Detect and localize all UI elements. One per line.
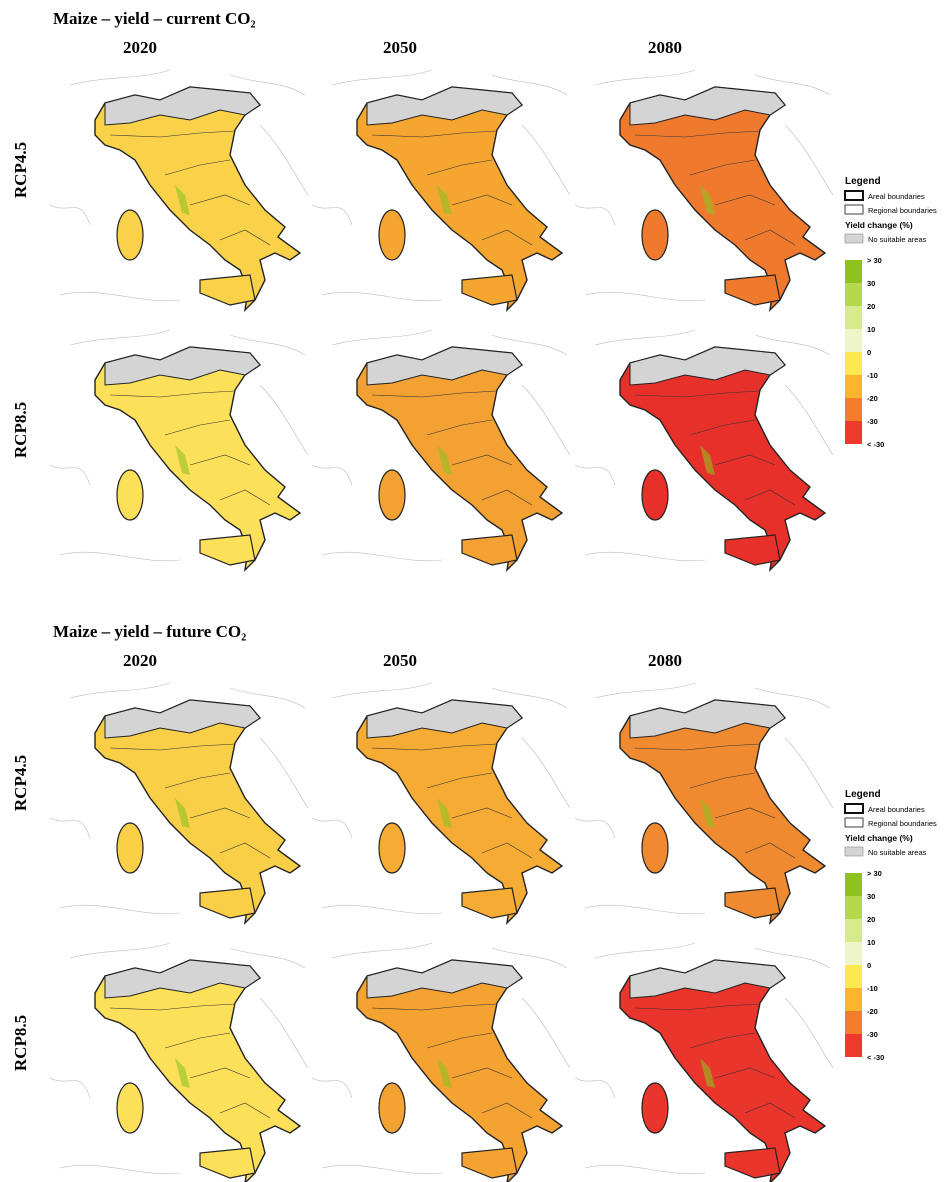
legend-swatch [844, 846, 864, 857]
legend-label: Areal boundaries [868, 805, 925, 814]
legend-scale-label: 0 [867, 961, 871, 970]
column-header: 2020 [123, 38, 157, 57]
legend-swatch [844, 204, 864, 215]
legend-scale-label: -30 [867, 1030, 878, 1039]
legend-color [845, 942, 862, 965]
legend-scale-label: < -30 [867, 1053, 884, 1062]
legend-scale-label: 0 [867, 348, 871, 357]
legend-color [845, 1034, 862, 1057]
legend-color [845, 283, 862, 306]
legend-scale-label: 20 [867, 302, 875, 311]
map [575, 69, 834, 311]
legend-scale-label: > 30 [867, 256, 882, 265]
legend-color [845, 398, 862, 421]
legend-color [845, 1011, 862, 1034]
map [575, 942, 834, 1182]
legend-color [845, 329, 862, 352]
legend-color [845, 352, 862, 375]
map [312, 682, 571, 924]
legend-scale-label: -20 [867, 1007, 878, 1016]
column-header: 2080 [648, 38, 682, 57]
legend-title: Legend [845, 176, 881, 187]
column-header: 2050 [383, 651, 417, 670]
legend-subtitle: Yield change (%) [845, 220, 913, 230]
legend-label: Regional boundaries [868, 206, 937, 215]
map [312, 329, 571, 571]
row-label: RCP4.5 [11, 142, 30, 198]
column-header: 2050 [383, 38, 417, 57]
map [312, 942, 571, 1182]
legend-scale-label: 10 [867, 938, 875, 947]
legend-swatch [844, 803, 864, 814]
legend-swatch [844, 233, 864, 244]
column-header: 2020 [123, 651, 157, 670]
map [312, 69, 571, 311]
legend-color [845, 421, 862, 444]
legend-title: Legend [845, 789, 881, 800]
legend-label: Areal boundaries [868, 192, 925, 201]
legend-swatch [844, 190, 864, 201]
legend-scale-label: -30 [867, 417, 878, 426]
legend-scale-label: -10 [867, 371, 878, 380]
legend-label: No suitable areas [868, 848, 927, 857]
legend-label: Regional boundaries [868, 819, 937, 828]
legend-scale-label: -10 [867, 984, 878, 993]
legend-swatch [844, 817, 864, 828]
legend-color [845, 919, 862, 942]
map [50, 329, 309, 571]
legend-scale-label: -20 [867, 394, 878, 403]
legend-label: No suitable areas [868, 235, 927, 244]
legend-scale-label: > 30 [867, 869, 882, 878]
map [50, 69, 309, 311]
legend-scale-label: 20 [867, 915, 875, 924]
legend-color [845, 375, 862, 398]
row-label: RCP4.5 [11, 755, 30, 811]
legend-color [845, 896, 862, 919]
legend-color [845, 260, 862, 283]
row-label: RCP8.5 [11, 1015, 30, 1071]
row-label: RCP8.5 [11, 402, 30, 458]
column-header: 2080 [648, 651, 682, 670]
map [575, 682, 834, 924]
legend-color [845, 306, 862, 329]
map [50, 942, 309, 1182]
legend-color [845, 988, 862, 1011]
map [50, 682, 309, 924]
legend-subtitle: Yield change (%) [845, 833, 913, 843]
legend-scale-label: 30 [867, 892, 875, 901]
legend-scale-label: 10 [867, 325, 875, 334]
panel-title: Maize – yield – current CO₂ [53, 9, 256, 28]
legend-color [845, 965, 862, 988]
map [575, 329, 834, 571]
panel-title: Maize – yield – future CO₂ [53, 622, 246, 641]
legend-scale-label: < -30 [867, 440, 884, 449]
legend-color [845, 873, 862, 896]
legend-scale-label: 30 [867, 279, 875, 288]
